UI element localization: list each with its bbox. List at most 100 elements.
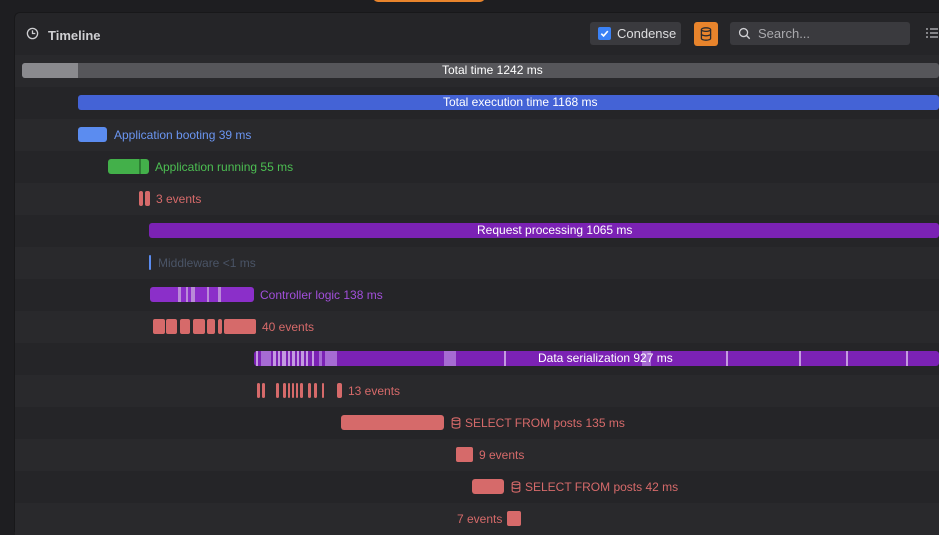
list-menu-icon[interactable]: [926, 27, 938, 39]
serialization-segment: [642, 351, 651, 366]
serialization-segment: [312, 351, 314, 366]
request-processing-label: Request processing 1065 ms: [477, 223, 633, 237]
event-marker[interactable]: [218, 319, 222, 334]
serialization-segment: [273, 351, 276, 366]
execution-time-label: Total execution time 1168 ms: [443, 95, 598, 109]
event-marker[interactable]: [292, 383, 294, 398]
running-divider: [139, 159, 141, 174]
timeline-row-total[interactable]: Total time 1242 ms: [15, 55, 939, 87]
data-serialization-bar[interactable]: Data serialization 927 ms: [254, 351, 939, 366]
serialization-segment: [301, 351, 304, 366]
serialization-segment: [906, 351, 908, 366]
execution-time-bar[interactable]: Total execution time 1168 ms: [78, 95, 939, 110]
query-bar[interactable]: [472, 479, 504, 494]
timeline-row-serialization-events[interactable]: 13 events: [15, 375, 939, 407]
event-marker[interactable]: [337, 383, 342, 398]
serialization-events-label: 13 events: [348, 384, 401, 398]
top-accent-tab: [373, 0, 485, 2]
event-marker[interactable]: [308, 383, 311, 398]
clock-icon: [26, 27, 39, 40]
total-time-bar[interactable]: Total time 1242 ms: [22, 63, 939, 78]
timeline-row-request[interactable]: Request processing 1065 ms: [15, 215, 939, 247]
controller-logic-bar[interactable]: [150, 287, 254, 302]
condense-toggle[interactable]: Condense: [590, 22, 681, 45]
request-processing-bar[interactable]: Request processing 1065 ms: [149, 223, 939, 238]
event-marker[interactable]: [276, 383, 279, 398]
timeline-row-query2-events[interactable]: 7 events: [15, 503, 939, 535]
event-marker[interactable]: [314, 383, 317, 398]
search-box[interactable]: [730, 22, 910, 45]
controller-segment: [191, 287, 195, 302]
serialization-segment: [297, 351, 299, 366]
query1-events-label: 9 events: [479, 448, 525, 462]
running-bar[interactable]: [108, 159, 149, 174]
serialization-segment: [282, 351, 286, 366]
event-marker[interactable]: [224, 319, 256, 334]
controller-segment: [178, 287, 181, 302]
query2-events-label: 7 events: [457, 512, 503, 526]
query1-text: SELECT FROM posts 135 ms: [465, 416, 625, 430]
database-icon: [700, 27, 712, 41]
timeline-row-controller[interactable]: Controller logic 138 ms: [15, 279, 939, 311]
event-marker[interactable]: [180, 319, 190, 334]
event-marker[interactable]: [166, 319, 177, 334]
query2-text: SELECT FROM posts 42 ms: [525, 480, 679, 494]
serialization-segment: [278, 351, 280, 366]
database-icon: [511, 481, 521, 493]
controller-segment: [218, 287, 221, 302]
timeline-row-booting[interactable]: Application booting 39 ms: [15, 119, 939, 151]
timeline-row-middleware[interactable]: Middleware <1 ms: [15, 247, 939, 279]
event-marker[interactable]: [288, 383, 290, 398]
condense-label: Condense: [617, 26, 677, 41]
timeline-row-execution[interactable]: Total execution time 1168 ms: [15, 87, 939, 119]
serialization-segment: [261, 351, 271, 366]
check-icon: [600, 30, 609, 38]
event-marker[interactable]: [193, 319, 205, 334]
booting-bar[interactable]: [78, 127, 107, 142]
booting-label: Application booting 39 ms: [114, 128, 252, 142]
database-icon: [451, 417, 461, 429]
event-marker[interactable]: [456, 447, 473, 462]
running-events-label: 3 events: [156, 192, 202, 206]
search-input[interactable]: [758, 26, 908, 41]
event-marker[interactable]: [322, 383, 324, 398]
serialization-segment: [256, 351, 258, 366]
serialization-segment: [319, 351, 322, 366]
event-marker[interactable]: [283, 383, 286, 398]
timeline-row-query1[interactable]: SELECT FROM posts 135 ms: [15, 407, 939, 439]
controller-segment: [207, 287, 209, 302]
serialization-segment: [726, 351, 728, 366]
timeline-row-query2[interactable]: SELECT FROM posts 42 ms: [15, 471, 939, 503]
serialization-segment: [504, 351, 506, 366]
timeline-row-serialization[interactable]: Data serialization 927 ms: [15, 343, 939, 375]
timeline-row-controller-events[interactable]: 40 events: [15, 311, 939, 343]
event-marker[interactable]: [257, 383, 260, 398]
event-marker[interactable]: [300, 383, 303, 398]
event-marker[interactable]: [153, 319, 165, 334]
serialization-segment: [444, 351, 456, 366]
query2-label: SELECT FROM posts 42 ms: [511, 479, 678, 495]
event-marker[interactable]: [296, 383, 298, 398]
query-bar[interactable]: [341, 415, 444, 430]
middleware-bar[interactable]: [149, 255, 151, 270]
event-marker[interactable]: [507, 511, 521, 526]
serialization-segment: [288, 351, 290, 366]
controller-events-label: 40 events: [262, 320, 315, 334]
event-marker[interactable]: [207, 319, 215, 334]
event-marker[interactable]: [145, 191, 150, 206]
total-time-bootstrap-segment: [22, 63, 78, 78]
query1-label: SELECT FROM posts 135 ms: [451, 415, 625, 431]
panel-header: Timeline Condense: [15, 13, 939, 56]
controller-segment: [186, 287, 188, 302]
serialization-segment: [325, 351, 337, 366]
event-marker[interactable]: [139, 191, 143, 206]
middleware-label: Middleware <1 ms: [158, 256, 256, 270]
serialization-segment: [306, 351, 308, 366]
condense-checkbox[interactable]: [598, 27, 611, 40]
timeline-row-running-events[interactable]: 3 events: [15, 183, 939, 215]
timeline-row-query1-events[interactable]: 9 events: [15, 439, 939, 471]
serialization-segment: [846, 351, 848, 366]
timeline-row-running[interactable]: Application running 55 ms: [15, 151, 939, 183]
event-marker[interactable]: [262, 383, 265, 398]
database-filter-button[interactable]: [694, 22, 718, 46]
